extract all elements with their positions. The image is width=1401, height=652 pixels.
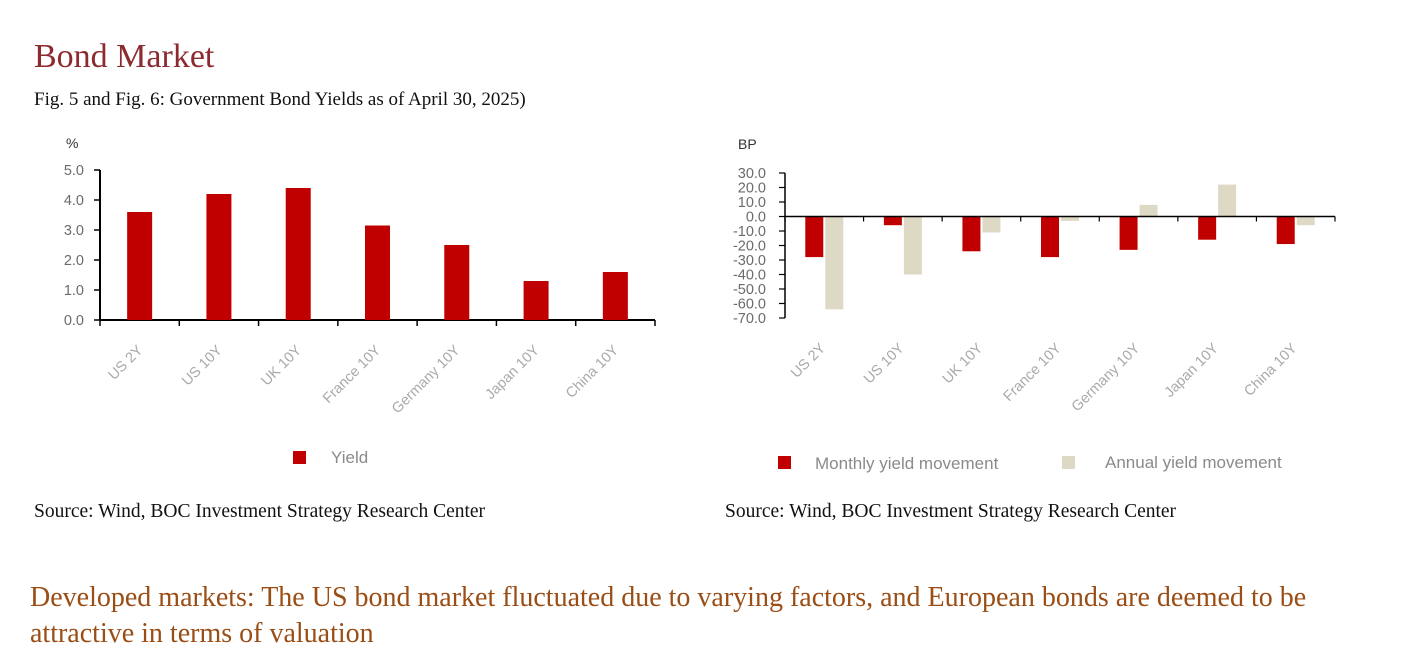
annual-movement-bar [1297,217,1315,226]
legend-label-yield: Yield [331,448,368,467]
y-tick-label: 3.0 [64,223,84,239]
yield-movement-bar-chart: BP30.020.010.00.0-10.0-20.0-30.0-40.0-50… [690,125,1401,485]
page-title: Bond Market [34,38,214,76]
annual-movement-bar [904,217,922,275]
monthly-movement-bar [1198,217,1216,240]
legend-swatch-monthly [778,456,791,469]
y-axis-unit-label: BP [738,136,757,152]
figure-caption: Fig. 5 and Fig. 6: Government Bond Yield… [34,89,526,111]
monthly-movement-bar [962,217,980,252]
x-category-label: UK 10Y [940,340,987,387]
yield-bar [524,281,549,320]
y-tick-label: 4.0 [64,193,84,209]
x-category-label: Japan 10Y [483,342,544,403]
x-category-label: US 10Y [179,342,226,389]
monthly-movement-bar [805,217,823,258]
annual-movement-bar [825,217,843,310]
y-tick-label: 1.0 [64,283,84,299]
yield-bar [127,212,152,320]
x-category-label: UK 10Y [258,342,305,389]
legend-swatch-yield [293,451,306,464]
monthly-movement-bar [884,217,902,226]
source-note-left: Source: Wind, BOC Investment Strategy Re… [34,501,485,523]
x-category-label: Germany 10Y [389,342,464,417]
monthly-movement-bar [1277,217,1295,245]
x-category-label: Japan 10Y [1162,340,1223,401]
y-tick-label: -70.0 [733,311,766,327]
x-category-label: China 10Y [563,342,622,401]
x-category-label: US 2Y [106,342,147,383]
yield-bar [365,226,390,321]
y-tick-label: 0.0 [64,313,84,329]
annual-movement-bar [982,217,1000,233]
y-tick-label: 5.0 [64,163,84,179]
source-note-right: Source: Wind, BOC Investment Strategy Re… [725,501,1176,523]
x-category-label: France 10Y [1001,340,1066,405]
yield-bar [444,245,469,320]
yield-bar [206,194,231,320]
yield-bar [603,272,628,320]
x-category-label: France 10Y [320,342,385,407]
annual-movement-bar [1218,185,1236,217]
x-category-label: US 2Y [788,340,829,381]
yield-bar [286,188,311,320]
legend-swatch-annual [1062,456,1075,469]
legend-label-monthly: Monthly yield movement [815,454,999,473]
yield-bar-chart: % 0.0 1.0 2.0 3.0 4.0 5.0 US 2Y US 10Y UK 10Y Fran… [0,125,700,485]
annual-movement-bar [1140,205,1158,217]
monthly-movement-bar [1041,217,1059,258]
body-paragraph: Developed markets: The US bond market fl… [30,580,1400,652]
x-category-label: Germany 10Y [1069,340,1144,415]
x-category-label: China 10Y [1241,340,1300,399]
monthly-movement-bar [1120,217,1138,250]
x-category-label: US 10Y [861,340,908,387]
y-axis-unit-label: % [66,135,78,151]
legend-label-annual: Annual yield movement [1105,453,1282,472]
y-tick-label: 2.0 [64,253,84,269]
